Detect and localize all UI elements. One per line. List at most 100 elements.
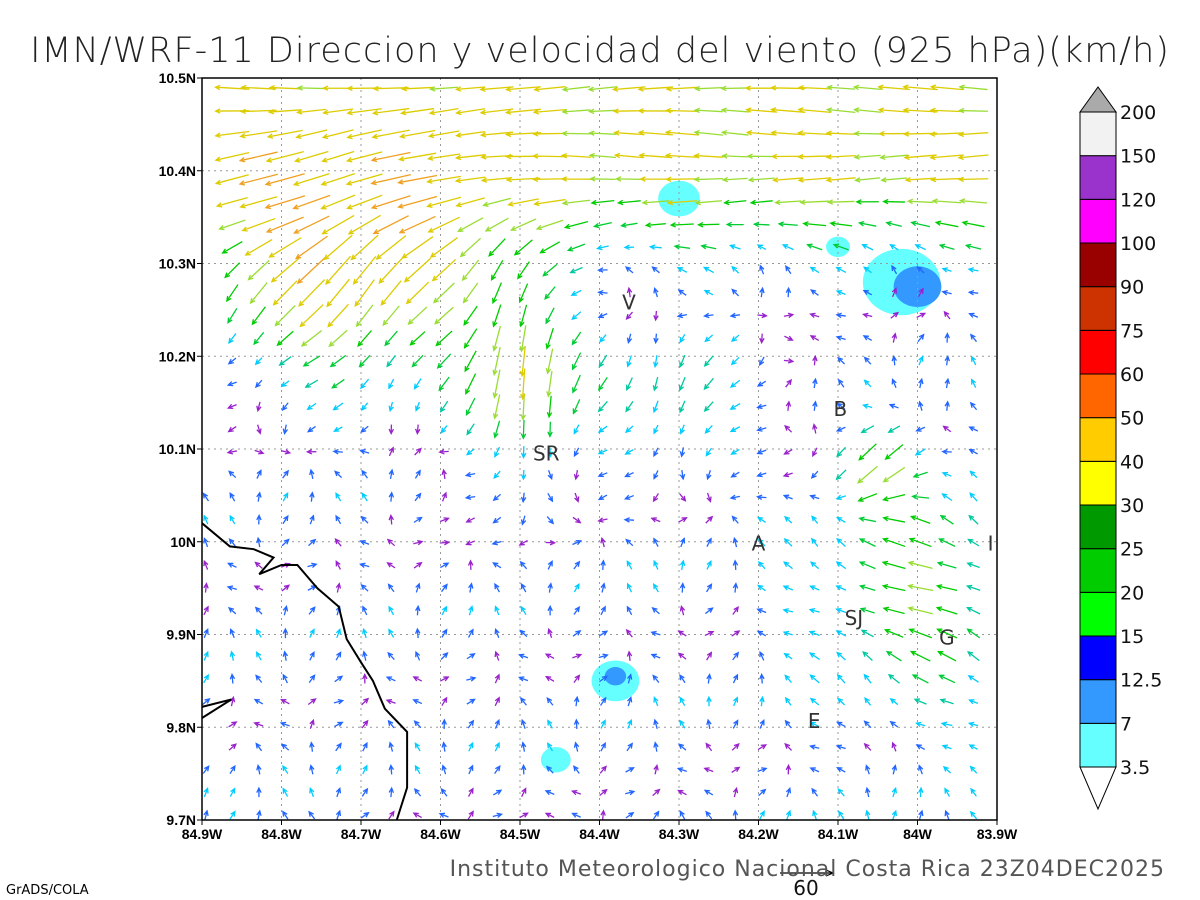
wind-vector	[387, 651, 395, 661]
wind-vector	[302, 355, 321, 367]
wind-vector	[808, 607, 820, 614]
wind-vector	[415, 582, 421, 593]
wind-vector	[281, 538, 290, 547]
wind-vector	[268, 84, 301, 91]
wind-vector	[611, 86, 646, 92]
wind-vector	[673, 244, 691, 250]
wind-vector	[361, 492, 368, 502]
colorbar-segment	[1079, 373, 1117, 419]
wind-vector	[966, 628, 981, 639]
wind-vector	[939, 698, 954, 705]
wind-vector	[573, 695, 580, 707]
wind-vector	[784, 335, 794, 341]
wind-vector	[626, 377, 633, 391]
wind-vector	[454, 154, 486, 161]
wind-vector	[409, 331, 426, 346]
wind-vector	[203, 787, 209, 798]
wind-vector	[797, 177, 831, 183]
wind-vector	[969, 333, 978, 343]
wind-vector	[309, 741, 315, 752]
wind-vector	[588, 108, 617, 115]
wind-vector	[679, 605, 686, 616]
wind-vector	[809, 697, 820, 706]
wind-vector	[756, 380, 767, 387]
wind-vector	[215, 196, 248, 208]
wind-vector	[229, 810, 236, 820]
wind-vector	[563, 220, 589, 230]
wind-vector	[837, 356, 846, 365]
wind-vector	[812, 400, 818, 411]
wind-vector	[860, 425, 875, 434]
wind-vector	[836, 767, 846, 773]
wind-vector	[769, 107, 806, 113]
wind-vector	[703, 289, 714, 296]
wind-vector	[518, 539, 528, 546]
wind-vector	[625, 789, 636, 796]
wind-vector	[732, 786, 739, 798]
wind-vector	[440, 562, 450, 569]
wind-vector	[560, 153, 592, 159]
wind-vector	[705, 515, 714, 524]
wind-vector	[706, 651, 713, 661]
wind-vector	[203, 809, 209, 820]
wind-vector	[573, 582, 580, 593]
wind-vector	[677, 652, 687, 660]
wind-vector	[371, 129, 410, 140]
wind-vector	[335, 786, 342, 798]
wind-vector	[653, 447, 659, 458]
wind-vector	[281, 584, 291, 592]
wind-vector	[626, 286, 633, 298]
wind-vector	[459, 237, 482, 258]
colorbar-label: 100	[1120, 233, 1156, 255]
wind-vector	[652, 400, 659, 414]
wind-vector	[572, 516, 582, 524]
wind-vector	[464, 350, 477, 373]
wind-vector	[918, 809, 924, 820]
wind-vector	[256, 491, 262, 502]
wind-vector	[429, 237, 458, 258]
wind-vector	[865, 809, 871, 820]
wind-vector	[625, 538, 634, 547]
wind-vector	[909, 650, 931, 662]
wind-vector	[836, 697, 846, 706]
wind-vector	[587, 86, 618, 92]
colorbar-segment	[1079, 417, 1117, 462]
wind-vector	[918, 355, 924, 366]
wind-vector	[282, 650, 289, 661]
wind-vector	[940, 721, 953, 727]
wind-vector	[491, 540, 502, 546]
wind-vector	[968, 514, 979, 525]
wind-vector	[862, 403, 873, 409]
wind-vector	[441, 741, 447, 752]
wind-vector	[908, 628, 933, 639]
colorbar-segment	[1079, 591, 1117, 637]
wind-vector	[361, 469, 368, 479]
wind-vector	[239, 130, 278, 139]
wind-vector	[462, 282, 479, 304]
wind-vector	[588, 152, 617, 159]
wind-vector	[400, 85, 434, 92]
wind-vector	[756, 449, 767, 455]
wind-vector	[588, 130, 617, 136]
wind-vector	[616, 199, 641, 206]
wind-vector	[494, 765, 501, 774]
wind-vector	[293, 150, 329, 163]
wind-vector	[479, 131, 514, 138]
wind-vector	[887, 425, 901, 433]
wind-vector	[759, 810, 765, 820]
wind-vector	[492, 304, 502, 328]
wind-vector	[938, 674, 956, 684]
wind-vector	[203, 673, 210, 684]
wind-vector	[653, 718, 659, 729]
x-tick-label: 84W	[903, 826, 933, 842]
wind-vector	[665, 107, 699, 114]
wind-vector	[361, 787, 369, 797]
wind-vector	[783, 652, 793, 660]
wind-vector	[890, 311, 900, 319]
wind-vector	[298, 279, 326, 307]
wind-vector	[597, 517, 608, 523]
wind-vector	[703, 767, 714, 773]
wind-vector	[676, 312, 688, 319]
wind-vector	[378, 256, 404, 284]
